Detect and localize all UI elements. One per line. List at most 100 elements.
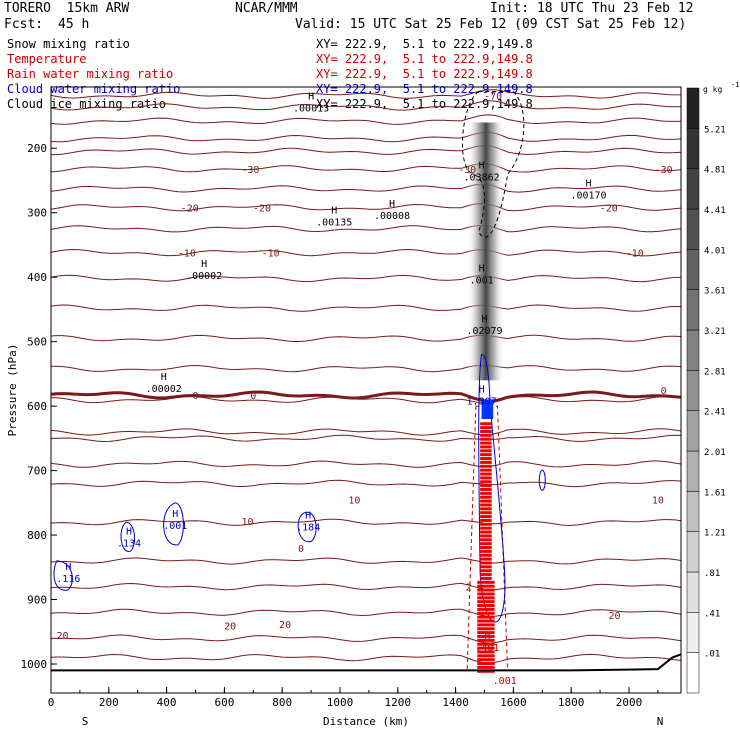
model-title: TORERO 15km ARW — [4, 1, 130, 16]
cloud-water-contour — [163, 502, 184, 546]
rain-water-core — [477, 642, 495, 646]
rain-water-core — [480, 437, 492, 441]
temperature-contour — [50, 183, 682, 193]
colorbar-tick-label: 2.41 — [704, 408, 726, 418]
extremum-marker: H — [481, 314, 487, 325]
y-tick-label: 900 — [27, 594, 47, 607]
extremum-marker: H — [331, 205, 337, 216]
extremum-marker: H — [126, 527, 132, 538]
extremum-marker: H — [65, 562, 71, 573]
colorbar-tick-label: .81 — [704, 569, 720, 579]
colorbar-tick-label: 4.41 — [704, 206, 726, 216]
extremum-value: 1.307 — [467, 397, 497, 408]
extremum-marker: H — [308, 91, 314, 102]
temperature-contour — [50, 428, 682, 436]
temperature-label: -20 — [253, 204, 271, 215]
temperature-contour — [50, 163, 682, 173]
rain-water-core — [480, 530, 492, 534]
x-tick-label: 2000 — [616, 696, 643, 709]
legend-label: Rain water mixing ratio — [7, 67, 174, 81]
rain-water-core — [480, 499, 492, 503]
colorbar-cell — [686, 249, 700, 290]
colorbar-tick-label: 1.61 — [704, 488, 726, 498]
rain-water-core — [480, 542, 492, 546]
extremum-value: .401 — [475, 643, 499, 654]
colorbar-tick-label: 2.01 — [704, 448, 726, 458]
temperature-contour — [50, 364, 682, 373]
extremum-value: .00002 — [186, 271, 222, 282]
forecast-label: Fcst: — [4, 17, 44, 32]
colorbar-unit: g kg — [703, 85, 722, 94]
rain-water-core — [477, 607, 495, 611]
terrain-line — [51, 653, 682, 672]
temperature-contour — [50, 274, 682, 283]
plot-frame — [50, 86, 682, 694]
rain-water-core — [480, 484, 492, 488]
rain-water-core — [480, 549, 492, 553]
colorbar-cell — [686, 531, 700, 573]
cloud-ice-contour — [462, 91, 525, 238]
rain-water-core — [477, 580, 495, 584]
rain-water-core — [480, 445, 492, 449]
temperature-contour — [50, 479, 682, 488]
cloud-water-contour — [53, 560, 73, 591]
colorbar-cell — [686, 128, 700, 169]
extremum-value: .134 — [117, 539, 141, 550]
extremum-value: .02079 — [466, 326, 502, 337]
legend-label: Cloud water mixing ratio — [7, 82, 181, 96]
y-tick-label: 400 — [27, 271, 47, 284]
rain-water-core — [477, 604, 495, 608]
rain-water-core — [480, 491, 492, 495]
temperature-label: -20 — [600, 204, 618, 215]
temperature-label: 0 — [661, 386, 667, 397]
colorbar-cell — [686, 410, 700, 452]
forecast-hour: 45 h — [58, 17, 90, 32]
rain-water-core — [477, 650, 495, 654]
south-label: S — [82, 715, 89, 728]
extremum-marker: H — [389, 199, 395, 210]
extremum-value: .00008 — [374, 211, 410, 222]
extremum-marker: H — [479, 385, 485, 396]
rain-water-core — [477, 623, 495, 627]
y-tick-label: 500 — [27, 336, 47, 349]
rain-water-core — [477, 646, 495, 650]
rain-water-core — [477, 654, 495, 658]
extremum-value: .00002 — [146, 384, 182, 395]
extremum-marker: H — [484, 631, 490, 642]
x-tick-label: 400 — [157, 696, 177, 709]
temperature-contour — [50, 203, 682, 212]
extremum-marker: H — [305, 510, 311, 521]
rain-water-core — [480, 487, 492, 491]
extremum-marker: H — [161, 372, 167, 383]
rain-water-core — [480, 515, 492, 519]
x-tick-label: 1000 — [327, 696, 354, 709]
colorbar-cell — [686, 329, 700, 371]
extremum-value: .001 — [163, 521, 187, 532]
colorbar-cell — [686, 450, 700, 492]
colorbar-cell — [686, 289, 700, 331]
y-tick-label: 1000 — [21, 658, 48, 671]
colorbar-cell — [686, 491, 700, 532]
temperature-contour — [50, 557, 682, 565]
rain-water-core — [480, 565, 492, 569]
rain-water-core — [477, 611, 495, 615]
colorbar-tick-label: .01 — [704, 650, 720, 660]
extremum-marker: H — [172, 509, 178, 520]
rain-water-core — [477, 665, 495, 669]
rain-water-core — [477, 588, 495, 592]
temperature-contour — [51, 145, 682, 156]
temperature-contour — [50, 89, 682, 99]
extremum-marker: H — [201, 259, 207, 270]
temperature-contour — [50, 304, 681, 312]
x-tick-label: 1800 — [558, 696, 585, 709]
rain-water-core — [477, 592, 495, 596]
colorbar-tick-label: 5.21 — [704, 125, 726, 135]
rain-water-core — [480, 518, 492, 522]
colorbar-tick-label: 1.21 — [704, 529, 726, 539]
colorbar-tick-label: 4.81 — [704, 166, 726, 176]
rain-water-core — [480, 464, 492, 468]
rain-water-core — [480, 557, 492, 561]
rain-water-core — [480, 573, 492, 577]
colorbar-tick-label: 4.01 — [704, 246, 726, 256]
